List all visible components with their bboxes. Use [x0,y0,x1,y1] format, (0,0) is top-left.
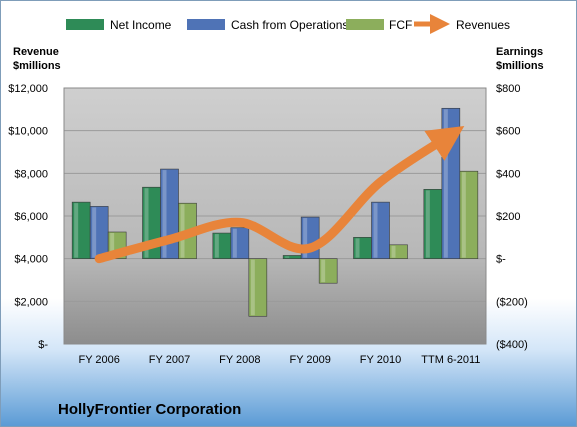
bar-highlight [214,234,219,258]
x-tick-label: FY 2009 [289,354,330,366]
bar-cash-from-operations [230,227,250,259]
right-tick-label: $400 [496,168,520,180]
left-tick-label: $8,000 [14,168,48,180]
right-tick-label: $800 [496,83,520,95]
left-tick-label: $10,000 [8,126,48,138]
bar-highlight [303,218,308,258]
x-tick-label: TTM 6-2011 [421,354,480,366]
right-tick-label: ($400) [496,339,528,351]
bar-highlight [162,170,167,258]
company-name: HollyFrontier Corporation [58,401,241,418]
left-tick-label: $2,000 [14,296,48,308]
bar-highlight [373,203,378,258]
x-tick-label: FY 2010 [360,354,401,366]
right-tick-label: $200 [496,211,520,223]
legend-label-revenues: Revenues [456,18,510,32]
x-tick-label: FY 2007 [149,354,190,366]
left-axis-title-line2: $millions [13,60,61,72]
x-tick-label: FY 2006 [78,354,119,366]
bar-highlight [74,203,79,258]
bar-highlight [144,188,149,258]
right-axis-ticks: ($400) ($200) $- $200 $400 $600 $800 [496,83,528,351]
bar-fcf [318,258,338,284]
right-tick-label: $- [496,254,506,266]
plot-border [63,87,487,345]
bar-highlight [443,109,448,258]
left-tick-label: $- [38,339,48,351]
right-tick-label: $600 [496,126,520,138]
left-tick-label: $6,000 [14,211,48,223]
bar-cash-from-operations [371,201,390,259]
left-axis-title-line1: Revenue [13,46,59,58]
legend-label-fcf: FCF [389,18,412,32]
revenue-line-layer [94,125,465,264]
legend-swatch-cash-from-operations [187,19,225,30]
bar-highlight [355,238,360,258]
bar-highlight [391,245,396,258]
revenue-line [94,125,465,264]
bar-fcf [389,244,408,259]
bar-fcf [248,258,268,317]
legend-label-cash-from-operations: Cash from Operations [231,18,348,32]
bar-fcf [459,170,479,259]
bar-highlight [425,190,430,258]
legend-swatch-fcf [346,19,384,30]
left-axis-ticks: $- $2,000 $4,000 $6,000 $8,000 $10,000 $12,000 [8,83,48,351]
right-axis-title-line1: Earnings [496,46,543,58]
x-tick-label: FY 2008 [219,354,260,366]
bar-highlight [110,233,115,258]
bar-highlight [321,259,326,283]
bar-highlight [232,228,237,258]
right-tick-label: ($200) [496,296,528,308]
right-axis-title-line2: $millions [496,60,544,72]
legend: Net Income Cash from Operations FCF Reve… [66,14,510,34]
left-tick-label: $12,000 [8,83,48,95]
plot-area [63,87,487,345]
bar-highlight [285,256,290,258]
bar-highlight [461,172,466,258]
bar-highlight [92,207,97,258]
legend-swatch-net-income [66,19,104,30]
bar-highlight [250,259,255,316]
x-axis-ticks: FY 2006 FY 2007 FY 2008 FY 2009 FY 2010 TTM 6… [78,354,480,366]
left-tick-label: $4,000 [14,254,48,266]
legend-label-net-income: Net Income [110,18,172,32]
